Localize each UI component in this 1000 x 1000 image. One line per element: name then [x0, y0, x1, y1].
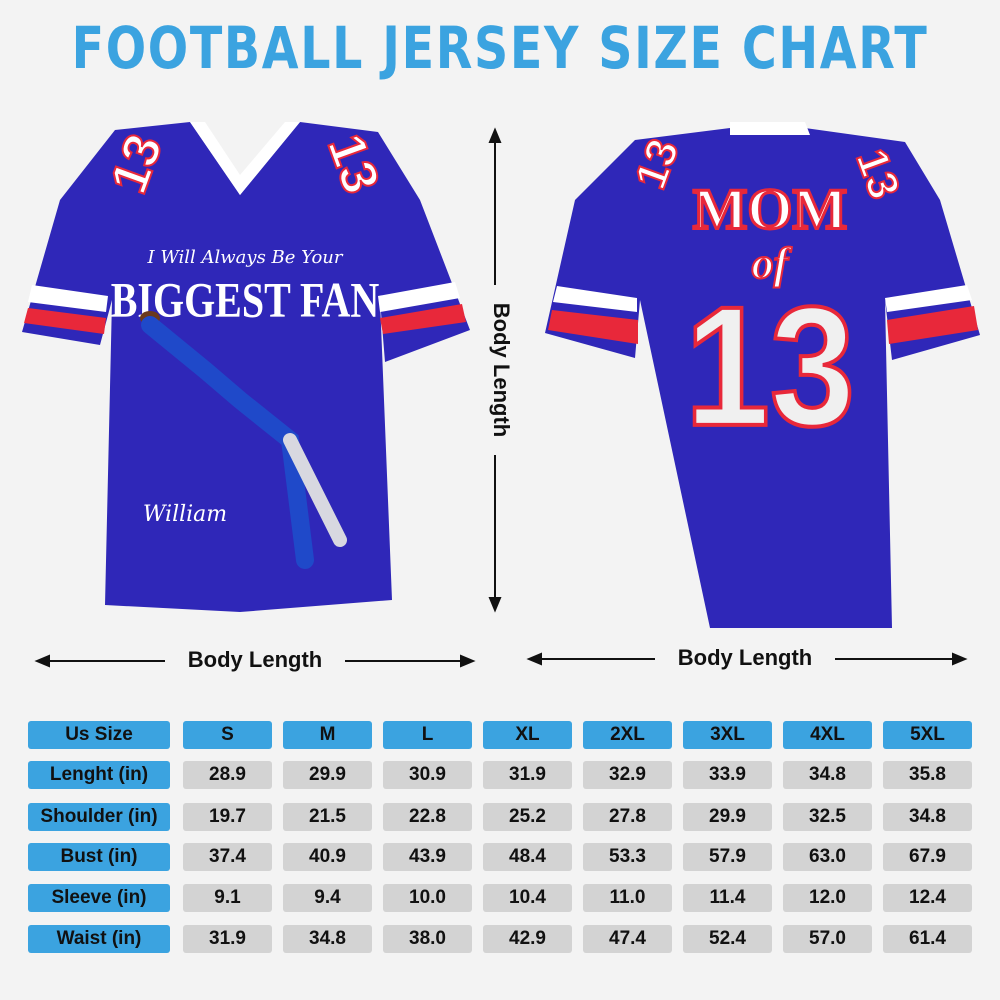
table-cell: 48.4 [483, 843, 572, 871]
table-cell: Sleeve (in) [28, 884, 170, 912]
table-cell: 47.4 [583, 925, 672, 953]
table-cell: 57.9 [683, 843, 772, 871]
back-of: of [752, 239, 793, 288]
table-cell: 10.4 [483, 884, 572, 912]
table-cell: 33.9 [683, 761, 772, 789]
table-cell: 38.0 [383, 925, 472, 953]
table-cell: 37.4 [183, 843, 272, 871]
player [140, 311, 347, 569]
table-cell: 43.9 [383, 843, 472, 871]
table-cell: Lenght (in) [28, 761, 170, 789]
table-cell: 10.0 [383, 884, 472, 912]
table-cell: 21.5 [283, 803, 372, 831]
arrows [34, 127, 968, 668]
table-cell: 12.4 [883, 884, 972, 912]
table-cell: 9.1 [183, 884, 272, 912]
table-cell: 40.9 [283, 843, 372, 871]
measure-label: Body Length [188, 647, 322, 672]
table-cell: 42.9 [483, 925, 572, 953]
table-cell: 11.4 [683, 884, 772, 912]
front-jersey [22, 122, 470, 612]
table-cell: 31.9 [483, 761, 572, 789]
table-cell: 52.4 [683, 925, 772, 953]
stripe [380, 304, 466, 334]
table-cell: 19.7 [183, 803, 272, 831]
stripe [885, 285, 972, 312]
table-cell: 22.8 [383, 803, 472, 831]
table-cell: 29.9 [283, 761, 372, 789]
table-cell: 5XL [883, 721, 972, 749]
stripe [28, 285, 108, 312]
table-cell: 63.0 [783, 843, 872, 871]
collar [730, 122, 810, 135]
table-cell: S [183, 721, 272, 749]
table-cell: 25.2 [483, 803, 572, 831]
table-cell: 67.9 [883, 843, 972, 871]
stripe [887, 306, 978, 344]
stripe [553, 286, 637, 312]
table-cell: Bust (in) [28, 843, 170, 871]
table-cell: XL [483, 721, 572, 749]
table-cell: 34.8 [283, 925, 372, 953]
stripe [24, 308, 106, 334]
table-cell: 35.8 [883, 761, 972, 789]
table-cell: 9.4 [283, 884, 372, 912]
table-cell: 11.0 [583, 884, 672, 912]
back-name: MOM [693, 176, 848, 241]
table-cell: 30.9 [383, 761, 472, 789]
stripe [378, 282, 460, 312]
stripe [548, 310, 638, 344]
table-cell: 31.9 [183, 925, 272, 953]
signature: William [143, 502, 227, 527]
table-cell: 28.9 [183, 761, 272, 789]
table-cell: 57.0 [783, 925, 872, 953]
table-cell: Us Size [28, 721, 170, 749]
table-cell: 4XL [783, 721, 872, 749]
table-cell: 3XL [683, 721, 772, 749]
table-cell: 2XL [583, 721, 672, 749]
table-cell: 34.8 [883, 803, 972, 831]
table-cell: 32.9 [583, 761, 672, 789]
title: FOOTBALL JERSEY SIZE CHART [72, 14, 929, 82]
table-cell: 34.8 [783, 761, 872, 789]
jersey-illustration: FOOTBALL JERSEY SIZE CHART 13 13 I Will … [22, 14, 980, 672]
table-cell: M [283, 721, 372, 749]
back-number: 13 [685, 272, 855, 461]
table-cell: 29.9 [683, 803, 772, 831]
table-cell: 27.8 [583, 803, 672, 831]
tagline: I Will Always Be Your [147, 247, 344, 268]
table-cell: 12.0 [783, 884, 872, 912]
table-cell: Shoulder (in) [28, 803, 170, 831]
measure-label: Body Length [678, 645, 812, 670]
table-cell: 61.4 [883, 925, 972, 953]
back-jersey [545, 128, 980, 628]
table-cell: 53.3 [583, 843, 672, 871]
table-cell: Waist (in) [28, 925, 170, 953]
table-cell: L [383, 721, 472, 749]
table-cell: 32.5 [783, 803, 872, 831]
collar [190, 122, 300, 195]
measure-label: Body Length [489, 303, 514, 437]
